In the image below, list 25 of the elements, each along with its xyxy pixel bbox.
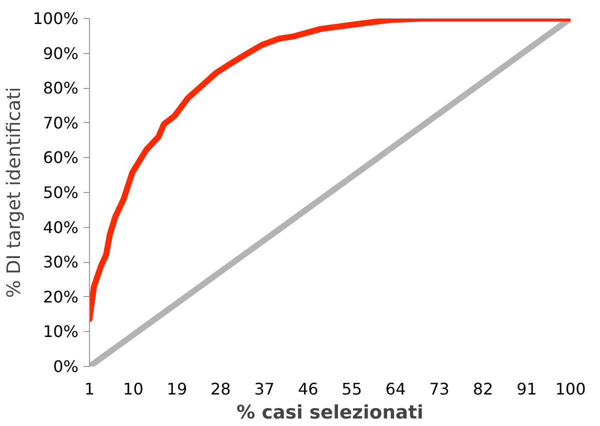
x-tick-label: 55 xyxy=(342,380,362,398)
x-tick-label: 46 xyxy=(298,380,318,398)
y-tick-label: 100% xyxy=(32,9,79,28)
y-tick-label: 20% xyxy=(42,287,78,306)
y-tick-label: 90% xyxy=(42,44,78,63)
x-tick-label: 100 xyxy=(555,380,586,398)
x-tick-label: 37 xyxy=(254,380,275,398)
x-tick-label: 82 xyxy=(472,380,494,398)
y-tick-label: 80% xyxy=(42,78,78,98)
x-tick-label: 91 xyxy=(516,380,537,398)
y-tick-label: 60% xyxy=(42,148,78,168)
y-tick-label: 40% xyxy=(42,218,78,237)
x-tick-label: 28 xyxy=(210,380,231,398)
y-tick-label: 10% xyxy=(42,322,78,342)
y-tick-label: 70% xyxy=(42,113,78,132)
x-tick-label: 10 xyxy=(123,380,144,398)
y-tick-label: 30% xyxy=(42,252,78,272)
x-tick-label: 73 xyxy=(429,380,450,398)
y-tick-label: 50% xyxy=(42,183,78,202)
x-axis-title: % casi selezionati xyxy=(236,402,424,424)
x-tick-label: 19 xyxy=(166,380,188,398)
x-tick-label: 1 xyxy=(84,380,95,398)
x-tick-label: 64 xyxy=(385,380,406,398)
y-axis-title: % DI target identificati xyxy=(4,87,25,298)
y-tick-label: 0% xyxy=(53,357,79,376)
